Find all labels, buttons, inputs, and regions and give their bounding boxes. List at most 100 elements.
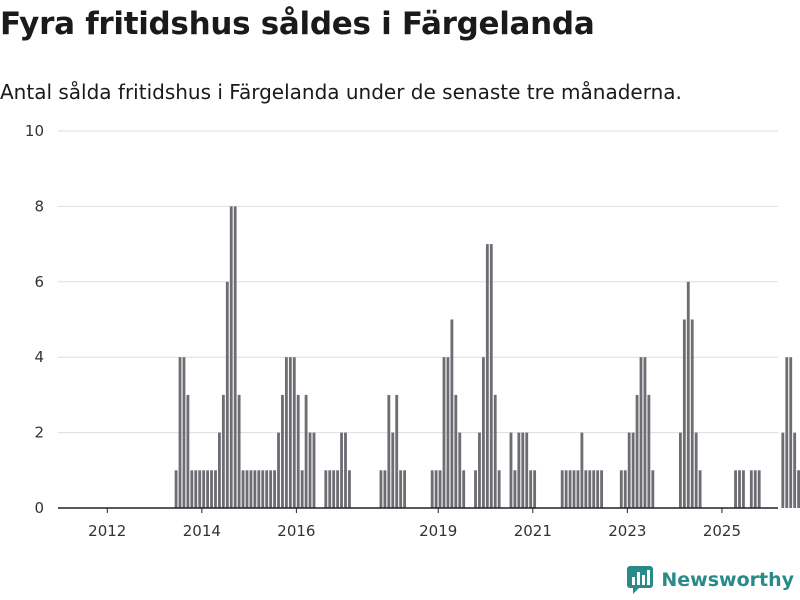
bar xyxy=(742,470,745,508)
bar xyxy=(210,470,213,508)
bar xyxy=(757,470,761,508)
bar xyxy=(592,470,596,508)
bar xyxy=(265,470,269,508)
bar xyxy=(509,432,513,508)
bar xyxy=(221,394,225,508)
bar xyxy=(517,432,521,508)
y-tick-label: 4 xyxy=(34,348,44,366)
bar xyxy=(273,470,276,508)
bar xyxy=(186,394,190,508)
bar xyxy=(454,394,458,508)
y-tick-label: 10 xyxy=(25,122,44,140)
bar xyxy=(269,470,273,508)
bar xyxy=(312,432,316,508)
bar xyxy=(485,244,489,508)
bar xyxy=(277,432,280,508)
bar xyxy=(576,470,580,508)
bar xyxy=(218,432,221,508)
bar xyxy=(493,394,497,508)
y-tick-label: 6 xyxy=(34,273,44,291)
x-tick-label: 2023 xyxy=(608,522,646,540)
bar xyxy=(584,470,588,508)
bar xyxy=(686,281,690,508)
x-tick-label: 2016 xyxy=(277,522,315,540)
bar xyxy=(623,470,627,508)
bar xyxy=(639,357,643,508)
bar xyxy=(391,432,395,508)
bar xyxy=(474,470,477,508)
bar xyxy=(434,470,438,508)
bar xyxy=(202,470,206,508)
bar xyxy=(383,470,387,508)
bar xyxy=(257,470,261,508)
bar xyxy=(194,470,198,508)
bar xyxy=(635,394,639,508)
bar xyxy=(513,470,517,508)
bar xyxy=(651,470,655,508)
x-tick-label: 2012 xyxy=(88,522,126,540)
bar xyxy=(600,470,604,508)
brand-name: Newsworthy xyxy=(661,569,794,591)
bar xyxy=(596,470,600,508)
bar xyxy=(749,470,753,508)
bar xyxy=(225,281,229,508)
bar xyxy=(481,357,485,508)
bar xyxy=(253,470,257,508)
bar xyxy=(690,319,694,508)
bar xyxy=(300,470,304,508)
bar xyxy=(190,470,194,508)
bar xyxy=(245,470,249,508)
bar xyxy=(694,432,698,508)
bar xyxy=(288,357,292,508)
bar xyxy=(344,432,347,508)
bar xyxy=(284,357,288,508)
bar xyxy=(387,394,391,508)
bar xyxy=(229,206,233,508)
bar xyxy=(241,470,245,508)
bar xyxy=(631,432,635,508)
bar xyxy=(781,432,785,508)
bar xyxy=(678,432,682,508)
bar xyxy=(797,470,800,508)
bar xyxy=(379,470,383,508)
bar xyxy=(292,357,296,508)
bar xyxy=(237,394,241,508)
bar xyxy=(572,470,576,508)
bar xyxy=(533,470,537,508)
bar xyxy=(438,470,442,508)
bar xyxy=(304,394,308,508)
bar xyxy=(529,470,533,508)
bar xyxy=(178,357,182,508)
bar xyxy=(627,432,631,508)
bar xyxy=(521,432,525,508)
bar xyxy=(182,357,186,508)
bar xyxy=(489,244,493,508)
bar xyxy=(340,432,343,508)
bar xyxy=(560,470,564,508)
bar xyxy=(789,357,793,508)
bar xyxy=(214,470,217,508)
bar xyxy=(525,432,529,508)
bar xyxy=(647,394,651,508)
bar xyxy=(698,470,702,508)
bar xyxy=(564,470,568,508)
y-tick-label: 2 xyxy=(34,424,44,442)
y-tick-label: 0 xyxy=(34,499,44,517)
bar xyxy=(249,470,253,508)
bar xyxy=(753,470,757,508)
bar xyxy=(174,470,178,508)
bar xyxy=(458,432,462,508)
bar xyxy=(206,470,210,508)
bar xyxy=(308,432,312,508)
bar xyxy=(281,394,284,508)
bar xyxy=(478,432,481,508)
bar xyxy=(643,357,647,508)
y-tick-label: 8 xyxy=(34,197,44,215)
bar xyxy=(442,357,446,508)
bar xyxy=(324,470,328,508)
x-tick-label: 2014 xyxy=(183,522,221,540)
chart-title: Fyra fritidshus såldes i Färgelanda xyxy=(0,6,595,42)
bar xyxy=(348,470,351,508)
bar-chart-logo-icon xyxy=(627,566,654,594)
bar xyxy=(793,432,797,508)
